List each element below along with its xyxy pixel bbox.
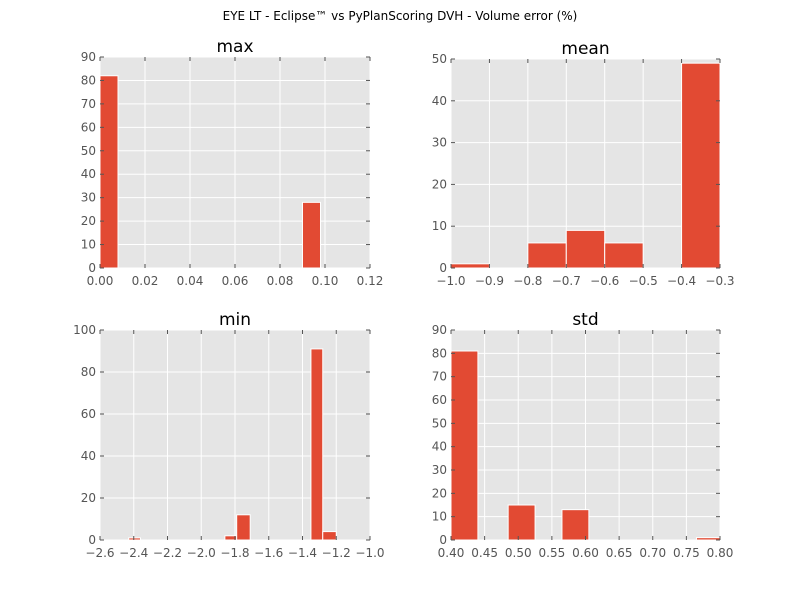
bar-mean-4	[604, 242, 644, 269]
y-tick-label: 80	[81, 365, 96, 379]
figure-title: EYE LT - Eclipse™ vs PyPlanScoring DVH -…	[222, 9, 578, 23]
x-tick-label: −0.4	[667, 274, 696, 288]
subplot-title: std	[572, 310, 598, 330]
x-tick-label: 0.75	[673, 546, 700, 560]
x-tick-label: −0.8	[513, 274, 542, 288]
x-tick-label: −2.2	[153, 546, 182, 560]
x-tick-label: 0.00	[87, 274, 114, 288]
y-tick-label: 100	[73, 323, 96, 337]
x-tick-label: −1.2	[322, 546, 351, 560]
y-tick-label: 70	[81, 97, 96, 111]
x-tick-label: −1.6	[254, 546, 283, 560]
x-tick-label: −2.4	[119, 546, 148, 560]
x-tick-label: −0.7	[552, 274, 581, 288]
y-tick-label: 10	[432, 510, 447, 524]
subplot-std: 0.40 0.45 0.50 0.55 0.60 0.65 0.70 0.75 0.80 0 10 2…	[432, 310, 734, 560]
y-tick-label: 20	[432, 486, 447, 500]
x-tick-label: 0.80	[707, 546, 734, 560]
x-tick-label: 0.04	[177, 274, 204, 288]
y-tick-label: 70	[432, 370, 447, 384]
bar-mean-3	[565, 229, 606, 269]
y-tick-label: 30	[432, 136, 447, 150]
x-tick-label: −0.3	[705, 274, 734, 288]
y-tick-label: 30	[432, 463, 447, 477]
bar-max-1	[302, 201, 321, 269]
x-tick-label: −1.0	[355, 546, 384, 560]
y-tick-label: 40	[432, 440, 447, 454]
x-tick-label: 0.55	[539, 546, 566, 560]
y-tick-label: 80	[81, 73, 96, 87]
y-tick-label: 50	[432, 416, 447, 430]
subplot-max: 0.00 0.02 0.04 0.06 0.08 0.10 0.12 0 10 20 30 40 50 6…	[81, 37, 384, 288]
x-tick-label: 0.06	[222, 274, 249, 288]
y-tick-label: 60	[81, 120, 96, 134]
bar-min-3	[310, 348, 324, 541]
y-tick-label: 90	[432, 323, 447, 337]
x-tick-label: 0.60	[572, 546, 599, 560]
subplot-title: max	[216, 37, 253, 57]
subplot-mean: −1.0 −0.9 −0.8 −0.7 −0.6 −0.5 −0.4 −0.3 0 10 20 30 4…	[432, 39, 735, 288]
y-tick-label: 20	[81, 491, 96, 505]
x-tick-label: −1.4	[288, 546, 317, 560]
x-tick-label: −1.0	[436, 274, 465, 288]
x-tick-label: −0.5	[629, 274, 658, 288]
x-tick-label: 0.12	[357, 274, 384, 288]
x-tick-label: 0.70	[639, 546, 666, 560]
y-tick-label: 10	[432, 219, 447, 233]
bar-max-0	[99, 75, 119, 269]
subplot-title: mean	[561, 39, 609, 59]
x-tick-label: −0.9	[475, 274, 504, 288]
x-tick-label: −0.6	[590, 274, 619, 288]
y-tick-label: 0	[439, 261, 447, 275]
y-tick-label: 80	[432, 346, 447, 360]
y-tick-label: 60	[81, 407, 96, 421]
y-tick-label: 40	[81, 167, 96, 181]
y-tick-label: 0	[88, 261, 96, 275]
y-tick-label: 90	[81, 50, 96, 64]
bar-std-1	[507, 504, 536, 541]
subplot-min: −2.6 −2.4 −2.2 −2.0 −1.8 −1.6 −1.4 −1.2 −1.0 0 20 4…	[73, 310, 384, 560]
x-tick-label: 0.65	[606, 546, 633, 560]
x-tick-label: −2.6	[85, 546, 114, 560]
bar-std-2	[561, 509, 590, 541]
x-tick-label: 0.02	[132, 274, 159, 288]
x-tick-label: 0.40	[438, 546, 465, 560]
bar-min-0	[128, 537, 141, 541]
y-tick-label: 30	[81, 191, 96, 205]
bar-min-4	[322, 531, 337, 541]
y-tick-label: 0	[88, 533, 96, 547]
y-tick-label: 50	[432, 52, 447, 66]
bar-mean-0	[450, 263, 490, 269]
x-tick-label: 0.50	[505, 546, 532, 560]
x-tick-label: −2.0	[187, 546, 216, 560]
x-tick-label: 0.10	[312, 274, 339, 288]
x-tick-label: 0.45	[471, 546, 498, 560]
y-tick-label: 60	[432, 393, 447, 407]
y-tick-label: 40	[81, 449, 96, 463]
subplot-title: min	[219, 310, 251, 330]
bar-mean-2	[527, 242, 567, 269]
x-tick-label: −1.8	[220, 546, 249, 560]
bar-mean-6	[681, 62, 721, 269]
y-tick-label: 40	[432, 94, 447, 108]
bar-std-0	[450, 350, 479, 541]
y-tick-label: 10	[81, 238, 96, 252]
y-tick-label: 20	[81, 214, 96, 228]
y-tick-label: 50	[81, 144, 96, 158]
y-tick-label: 0	[439, 533, 447, 547]
bar-min-2	[236, 514, 251, 541]
y-tick-label: 20	[432, 177, 447, 191]
x-tick-label: 0.08	[267, 274, 294, 288]
